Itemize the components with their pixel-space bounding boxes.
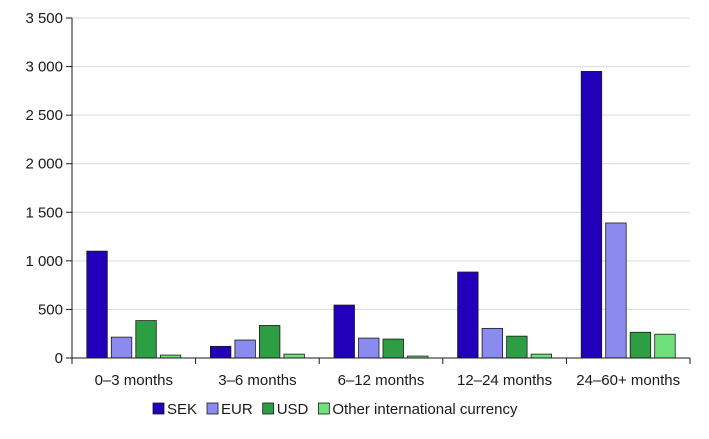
- x-category-label: 3–6 months: [218, 372, 296, 389]
- bar-eur-1: [234, 339, 256, 359]
- bar-other-international-currency-3: [530, 353, 552, 359]
- y-tick-label: 3 000: [25, 59, 63, 76]
- y-tick-label: 2 500: [25, 107, 63, 124]
- y-tick-label: 500: [38, 301, 63, 318]
- bar-other-international-currency-4: [654, 333, 676, 359]
- bar-usd-1: [258, 325, 281, 359]
- y-tick-label: 2 000: [25, 156, 63, 173]
- legend-swatch: [262, 402, 275, 415]
- x-axis-category-labels: 0–3 months 3–6 months 6–12 months 12–24 mon…: [95, 372, 681, 389]
- y-tick-label: 0: [55, 350, 63, 367]
- bar-sek-3: [457, 271, 479, 359]
- bar-sek-4: [580, 71, 603, 359]
- bar-sek-2: [333, 304, 355, 359]
- x-category-label: 12–24 months: [457, 372, 552, 389]
- bar-usd-0: [135, 320, 157, 359]
- bar-usd-3: [506, 335, 528, 359]
- axes: [71, 18, 691, 364]
- bar-eur-3: [481, 327, 504, 359]
- y-axis-tick-labels: 0 500 1 000 1 500 2 000 2 500 3 000 3 500: [25, 10, 72, 367]
- bar-sek-0: [86, 250, 108, 359]
- bars: [86, 71, 676, 359]
- x-category-label: 6–12 months: [338, 372, 425, 389]
- legend-label: EUR: [221, 401, 253, 418]
- y-tick-label: 3 500: [25, 10, 63, 27]
- legend-label: SEK: [167, 401, 197, 418]
- bar-sek-1: [209, 345, 232, 359]
- y-tick-label: 1 000: [25, 253, 63, 270]
- bar-usd-4: [629, 331, 652, 359]
- y-tick-label: 1 500: [25, 204, 63, 221]
- bar-eur-0: [110, 336, 133, 359]
- legend: SEK EUR USD Other international currency: [152, 401, 518, 418]
- bar-other-international-currency-1: [283, 353, 305, 359]
- legend-swatch: [317, 402, 330, 415]
- bar-usd-2: [382, 338, 404, 359]
- legend-label: USD: [277, 401, 309, 418]
- legend-swatch: [206, 402, 219, 415]
- gridlines: [72, 17, 690, 310]
- legend-swatch: [152, 402, 165, 415]
- bar-eur-2: [358, 337, 380, 359]
- bar-eur-4: [605, 222, 627, 359]
- legend-label: Other international currency: [332, 401, 518, 418]
- x-category-label: 24–60+ months: [576, 372, 680, 389]
- x-category-label: 0–3 months: [95, 372, 173, 389]
